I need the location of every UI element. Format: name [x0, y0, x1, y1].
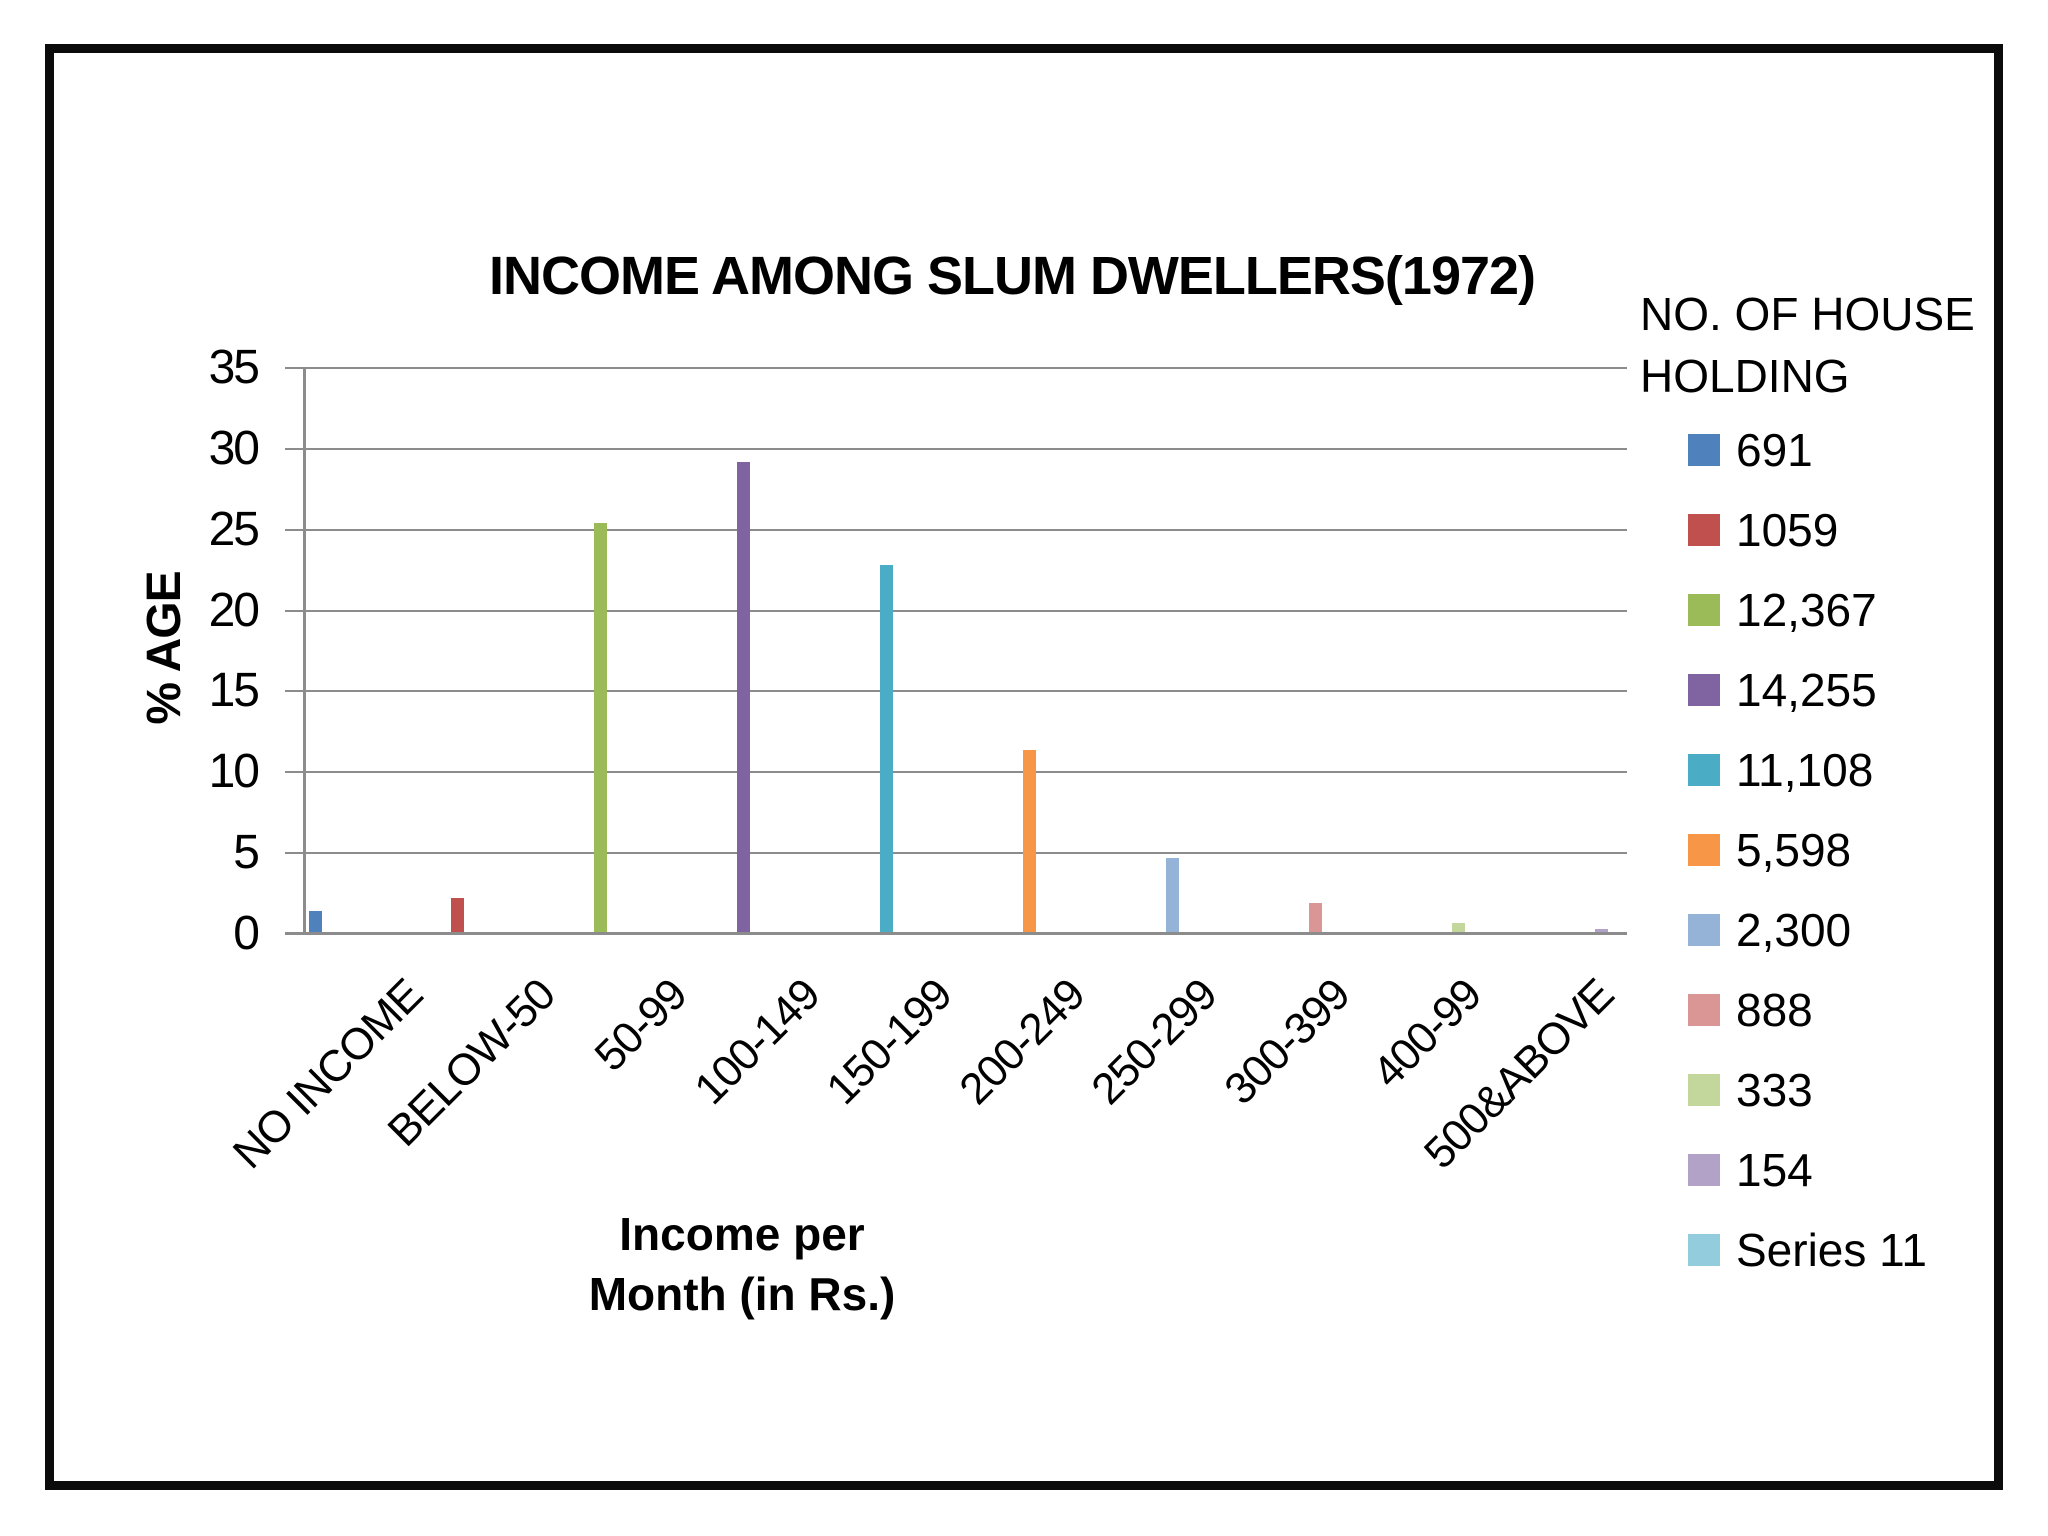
legend-entry: 1059 [1688, 490, 2008, 570]
x-axis-title-line1: Income per [619, 1208, 865, 1260]
legend-entry: 5,598 [1688, 810, 2008, 890]
bar-50-99 [594, 523, 608, 934]
x-axis-line [285, 932, 1627, 935]
legend-swatch [1688, 1074, 1720, 1106]
y-axis-tick-label: 5 [233, 826, 260, 880]
legend-swatch [1688, 834, 1720, 866]
x-axis-label: 400-99 [1363, 970, 1492, 1098]
chart-border-frame: INCOME AMONG SLUM DWELLERS(1972) % AGE 3… [45, 44, 2003, 1490]
y-axis-tick-label: 0 [233, 907, 260, 960]
gridline [285, 771, 1627, 774]
x-axis-label: 300-399 [1214, 970, 1359, 1114]
legend-label: 333 [1736, 1064, 1813, 1116]
y-axis-tick-label: 10 [208, 745, 260, 799]
legend-label: 691 [1736, 424, 1813, 476]
legend-label: 1059 [1736, 504, 1839, 556]
x-axis-label: NO INCOME [223, 970, 432, 1179]
bar-500-above [1595, 929, 1609, 934]
legend-swatch [1688, 754, 1720, 786]
bar-no-income [308, 911, 322, 934]
legend: 691 1059 12,367 14,255 11,108 5,598 2,300 888 33… [1688, 410, 2008, 1290]
gridline [285, 852, 1627, 855]
legend-swatch [1688, 1234, 1720, 1266]
gridline [285, 609, 1627, 612]
legend-label: 5,598 [1736, 824, 1852, 876]
legend-title-line2: HOLDING [1640, 350, 1850, 403]
legend-title-line1: NO. OF HOUSE [1640, 288, 1975, 340]
bar-below-50 [451, 898, 465, 934]
legend-entry: 2,300 [1688, 890, 2008, 970]
legend-label: 154 [1736, 1144, 1813, 1196]
bar-300-399 [1309, 903, 1323, 934]
x-axis-label: 50-99 [585, 970, 697, 1081]
x-axis-category-labels: NO INCOME BELOW-50 50-99 100-149 150-199 200-… [224, 970, 1627, 1230]
legend-label: 888 [1736, 984, 1813, 1036]
bar-150-199 [880, 565, 894, 934]
legend-entry: 691 [1688, 410, 2008, 490]
legend-title: NO. OF HOUSE HOLDING [1640, 283, 1980, 407]
bar-400-99 [1452, 922, 1466, 934]
gridline [285, 690, 1627, 693]
legend-label: 2,300 [1736, 904, 1852, 956]
legend-entry: 154 [1688, 1130, 2008, 1210]
y-axis-tick-label: 20 [208, 583, 260, 637]
legend-swatch [1688, 914, 1720, 946]
legend-entry: 11,108 [1688, 730, 2008, 810]
x-axis-title-line2: Month (in Rs.) [588, 1267, 896, 1320]
legend-swatch [1688, 594, 1720, 626]
chart-title: INCOME AMONG SLUM DWELLERS(1972) [488, 246, 1536, 306]
y-axis-tick-label: 25 [208, 502, 260, 556]
bar-200-249 [1023, 749, 1037, 934]
gridline [285, 528, 1627, 531]
legend-entry: Series 11 [1688, 1210, 2008, 1290]
legend-swatch [1688, 674, 1720, 706]
x-axis-label: 200-249 [949, 970, 1094, 1114]
legend-entry: 888 [1688, 970, 2008, 1050]
legend-swatch [1688, 994, 1720, 1026]
x-axis-label: 100-149 [685, 970, 830, 1114]
bar-100-149 [737, 461, 751, 934]
x-axis-label: 150-199 [817, 970, 962, 1114]
legend-label: 11,108 [1736, 744, 1874, 796]
x-axis-label: 250-299 [1082, 970, 1227, 1114]
legend-label: Series 11 [1736, 1224, 1927, 1276]
legend-swatch [1688, 514, 1720, 546]
gridline [285, 447, 1627, 450]
bar-250-299 [1166, 858, 1180, 934]
gridline [285, 367, 1627, 369]
legend-entry: 333 [1688, 1050, 2008, 1130]
legend-entry: 12,367 [1688, 570, 2008, 650]
legend-label: 12,367 [1736, 584, 1877, 636]
legend-entry: 14,255 [1688, 650, 2008, 730]
x-axis-title: Income per Month (in Rs.) [442, 1205, 1042, 1325]
legend-label: 14,255 [1736, 664, 1877, 716]
y-axis-tick-label: 15 [208, 664, 260, 718]
legend-swatch [1688, 1154, 1720, 1186]
y-axis-line [303, 368, 306, 934]
plot-area [285, 367, 1627, 935]
y-axis-tick-label: 35 [208, 341, 260, 394]
legend-swatch [1688, 434, 1720, 466]
y-axis-tick-label: 30 [208, 421, 260, 475]
